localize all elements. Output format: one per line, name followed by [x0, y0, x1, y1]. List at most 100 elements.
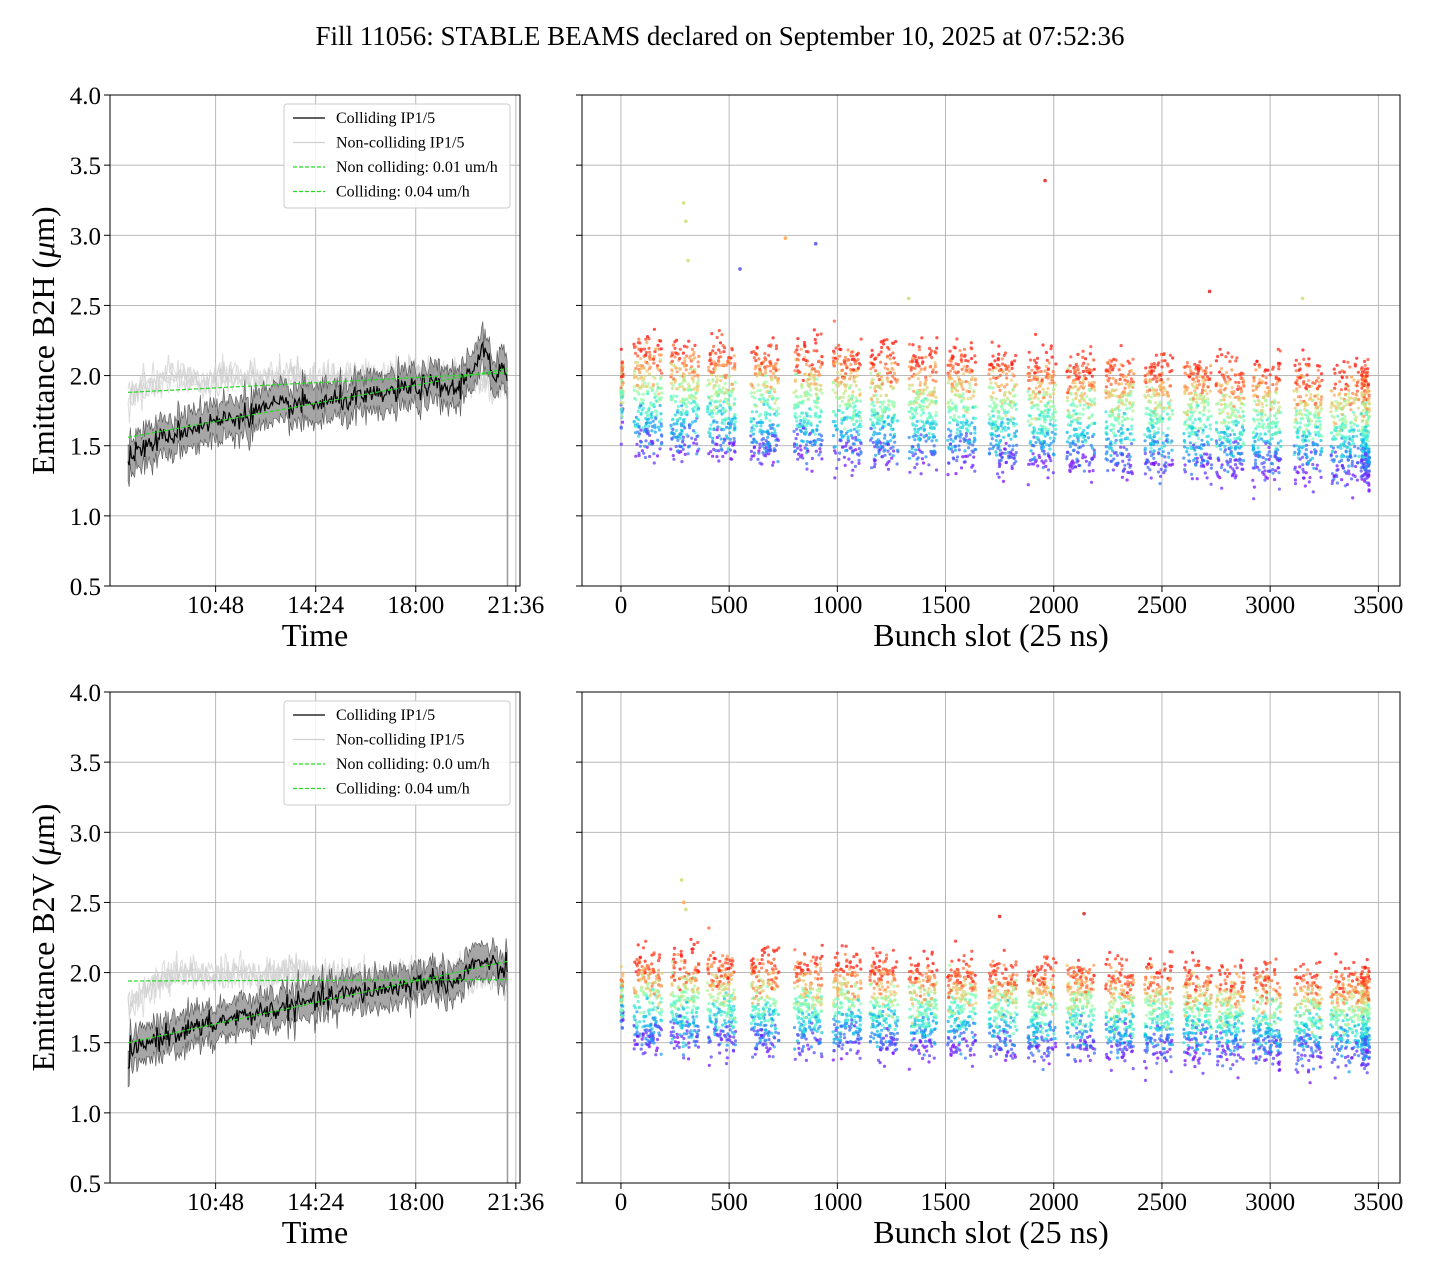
- scatter-point: [1227, 426, 1231, 430]
- scatter-point: [768, 419, 772, 423]
- scatter-point: [989, 442, 993, 446]
- scatter-point: [833, 356, 838, 360]
- scatter-point: [1227, 440, 1231, 444]
- scatter-point: [1087, 416, 1091, 420]
- scatter-point: [1342, 370, 1346, 374]
- scatter-point: [1003, 451, 1007, 455]
- scatter-point: [816, 383, 820, 387]
- scatter-point: [692, 350, 696, 354]
- scatter-point: [619, 347, 623, 351]
- scatter-point: [1071, 401, 1075, 405]
- scatter-point: [1359, 459, 1363, 463]
- scatter-point: [885, 338, 889, 342]
- scatter-point: [1105, 458, 1109, 462]
- scatter-point: [1156, 470, 1161, 474]
- scatter-point: [1161, 431, 1165, 435]
- scatter-point: [1266, 368, 1270, 372]
- scatter-point: [880, 379, 884, 383]
- scatter-point: [685, 354, 689, 358]
- scatter-point: [1355, 424, 1359, 428]
- scatter-point: [687, 339, 691, 343]
- scatter-point: [1363, 359, 1367, 363]
- scatter-point: [997, 352, 1001, 356]
- scatter-point: [776, 406, 780, 410]
- scatter-point: [796, 344, 800, 348]
- scatter-point: [794, 372, 798, 377]
- scatter-point: [1122, 445, 1126, 449]
- scatter-point: [880, 345, 884, 350]
- scatter-point: [854, 435, 858, 439]
- scatter-point: [1335, 454, 1339, 458]
- scatter-point: [1230, 411, 1234, 416]
- scatter-point: [1363, 379, 1367, 383]
- scatter-point: [913, 409, 918, 413]
- scatter-point: [913, 398, 918, 402]
- scatter-point: [858, 392, 862, 396]
- scatter-point: [1320, 407, 1324, 411]
- scatter-point: [947, 445, 951, 449]
- scatter-point: [1274, 469, 1278, 473]
- time-plot-b2h: 10:48 14:24 18:00 21:360.51.01.52.02.53.03.…: [25, 83, 544, 653]
- scatter-point: [1081, 456, 1085, 460]
- scatter-point: [643, 428, 647, 432]
- scatter-point: [1114, 388, 1119, 392]
- scatter-point: [774, 344, 779, 348]
- scatter-point: [680, 440, 685, 444]
- scatter-point: [814, 411, 818, 416]
- scatter-point: [1078, 403, 1082, 407]
- scatter-point: [1254, 368, 1258, 372]
- scatter-point: [1279, 444, 1283, 449]
- scatter-point: [1343, 392, 1348, 396]
- scatter-point: [931, 378, 935, 382]
- scatter-point: [1034, 361, 1038, 365]
- scatter-point: [1350, 421, 1354, 425]
- scatter-point: [1195, 403, 1199, 407]
- scatter-point: [1051, 424, 1055, 428]
- scatter-point: [1336, 445, 1340, 449]
- scatter-point: [1196, 436, 1201, 440]
- scatter-point: [1236, 441, 1240, 446]
- scatter-point: [793, 406, 797, 410]
- scatter-point: [710, 394, 714, 398]
- scatter-point: [1198, 397, 1202, 401]
- scatter-point: [812, 382, 816, 386]
- scatter-point: [1106, 469, 1110, 473]
- scatter-point: [879, 360, 883, 364]
- scatter-point: [973, 360, 978, 364]
- scatter-point: [994, 439, 999, 443]
- scatter-point: [1151, 425, 1155, 429]
- scatter-point: [649, 421, 653, 425]
- scatter-point: [1078, 400, 1082, 404]
- scatter-point: [1355, 478, 1359, 482]
- scatter-point: [841, 445, 845, 449]
- scatter-point: [996, 363, 1000, 367]
- scatter-point: [1319, 398, 1323, 402]
- scatter-point: [851, 390, 855, 394]
- y-tick-label: 1.5: [70, 434, 101, 461]
- x-tick-label: 10:48: [187, 1189, 244, 1216]
- scatter-point: [914, 363, 919, 368]
- scatter-point: [916, 456, 920, 460]
- scatter-point: [1182, 445, 1187, 449]
- scatter-point: [1314, 442, 1318, 446]
- scatter-point: [1232, 422, 1236, 426]
- scatter-point: [1128, 471, 1132, 475]
- scatter-point: [1224, 371, 1229, 375]
- scatter-point: [805, 393, 809, 398]
- scatter-point: [1156, 419, 1160, 423]
- scatter-point: [1127, 452, 1131, 456]
- scatter-point: [1314, 419, 1319, 423]
- scatter-point: [1040, 428, 1044, 432]
- scatter-point: [972, 390, 976, 394]
- scatter-point: [637, 451, 641, 455]
- scatter-point: [1050, 400, 1054, 404]
- scatter-point: [690, 347, 695, 351]
- scatter-point: [1027, 397, 1031, 401]
- scatter-point: [1236, 384, 1240, 388]
- scatter-point: [910, 421, 915, 426]
- scatter-point: [871, 433, 876, 437]
- scatter-point: [721, 375, 725, 379]
- scatter-point: [669, 397, 673, 401]
- scatter-point: [648, 365, 652, 369]
- scatter-point: [1036, 464, 1040, 468]
